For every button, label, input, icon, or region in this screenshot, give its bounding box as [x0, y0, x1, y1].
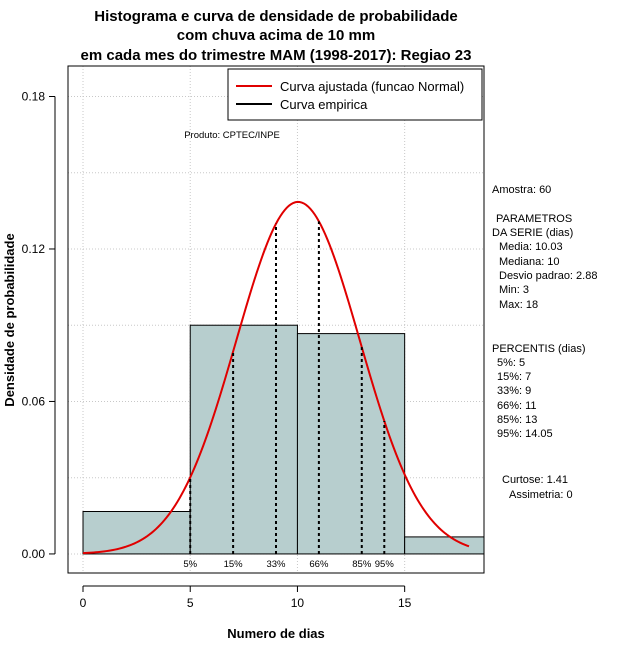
x-axis-title: Numero de dias: [227, 626, 325, 641]
legend-label-fit: Curva ajustada (funcao Normal): [280, 79, 464, 94]
histogram-bars: [82, 324, 485, 555]
pct-line-1: PERCENTIS (dias): [492, 343, 586, 355]
percentile-label-5: 95%: [375, 559, 395, 570]
percentile-label-1: 15%: [224, 559, 244, 570]
param-line-1: PARAMETROS: [496, 213, 572, 225]
pct-line-3: 15%: 7: [497, 371, 531, 383]
param-line-2: DA SERIE (dias): [492, 227, 573, 239]
y-tick-label-3: 0.18: [22, 89, 46, 103]
pct-line-5: 66%: 11: [497, 400, 537, 412]
param-line-5: Desvio padrao: 2.88: [499, 270, 597, 282]
percentile-lines: 5% 15% 33% 66% 85% 95%: [183, 221, 394, 570]
param-line-6: Min: 3: [499, 284, 529, 296]
percentile-label-3: 66%: [309, 559, 329, 570]
title-line-1: Histograma e curva de densidade de proba…: [94, 8, 457, 25]
param-line-3: Media: 10.03: [499, 241, 563, 253]
x-tick-label-2: 10: [291, 596, 305, 610]
y-axis-title: Densidade de probabilidade: [2, 233, 17, 406]
stats-panel: Amostra: 60 PARAMETROS DA SERIE (dias) M…: [492, 184, 597, 501]
pct-line-2: 5%: 5: [497, 357, 525, 369]
title-line-2: com chuva acima de 10 mm: [177, 27, 375, 44]
produto-label: Produto: CPTEC/INPE: [184, 130, 280, 141]
pct-line-6: 85%: 13: [497, 414, 537, 426]
x-tick-label-1: 5: [187, 596, 194, 610]
histogram-bar-0: [82, 510, 191, 555]
legend-box: [227, 68, 483, 121]
param-line-7: Max: 18: [499, 299, 538, 311]
amostra-label: Amostra: 60: [492, 184, 551, 196]
title-line-3: em cada mes do trimestre MAM (1998-2017)…: [81, 47, 472, 64]
percentile-label-4: 85%: [352, 559, 372, 570]
legend-label-empirical: Curva empirica: [280, 97, 368, 112]
legend: Curva ajustada (funcao Normal) Curva emp…: [227, 68, 483, 121]
histogram-bar-3: [404, 536, 485, 555]
pct-line-7: 95%: 14.05: [497, 428, 553, 440]
x-axis: 0 5 10 15: [80, 585, 412, 610]
percentile-label-0: 5%: [183, 559, 197, 570]
chart-title: Histograma e curva de densidade de proba…: [81, 8, 472, 64]
y-tick-label-1: 0.06: [22, 394, 46, 408]
param-line-4: Mediana: 10: [499, 256, 560, 268]
histogram-bar-2: [296, 333, 406, 555]
y-axis: 0.00 0.06 0.12 0.18: [22, 89, 56, 561]
plot-frame: [67, 65, 485, 574]
pct-line-4: 33%: 9: [497, 385, 531, 397]
y-tick-label-0: 0.00: [22, 547, 46, 561]
histogram-bar-1: [189, 324, 298, 555]
y-tick-label-2: 0.12: [22, 242, 46, 256]
percentile-label-2: 33%: [266, 559, 286, 570]
assimetria-label: Assimetria: 0: [509, 489, 573, 501]
x-tick-label-3: 15: [398, 596, 412, 610]
curtose-label: Curtose: 1.41: [502, 474, 568, 486]
x-tick-label-0: 0: [80, 596, 87, 610]
